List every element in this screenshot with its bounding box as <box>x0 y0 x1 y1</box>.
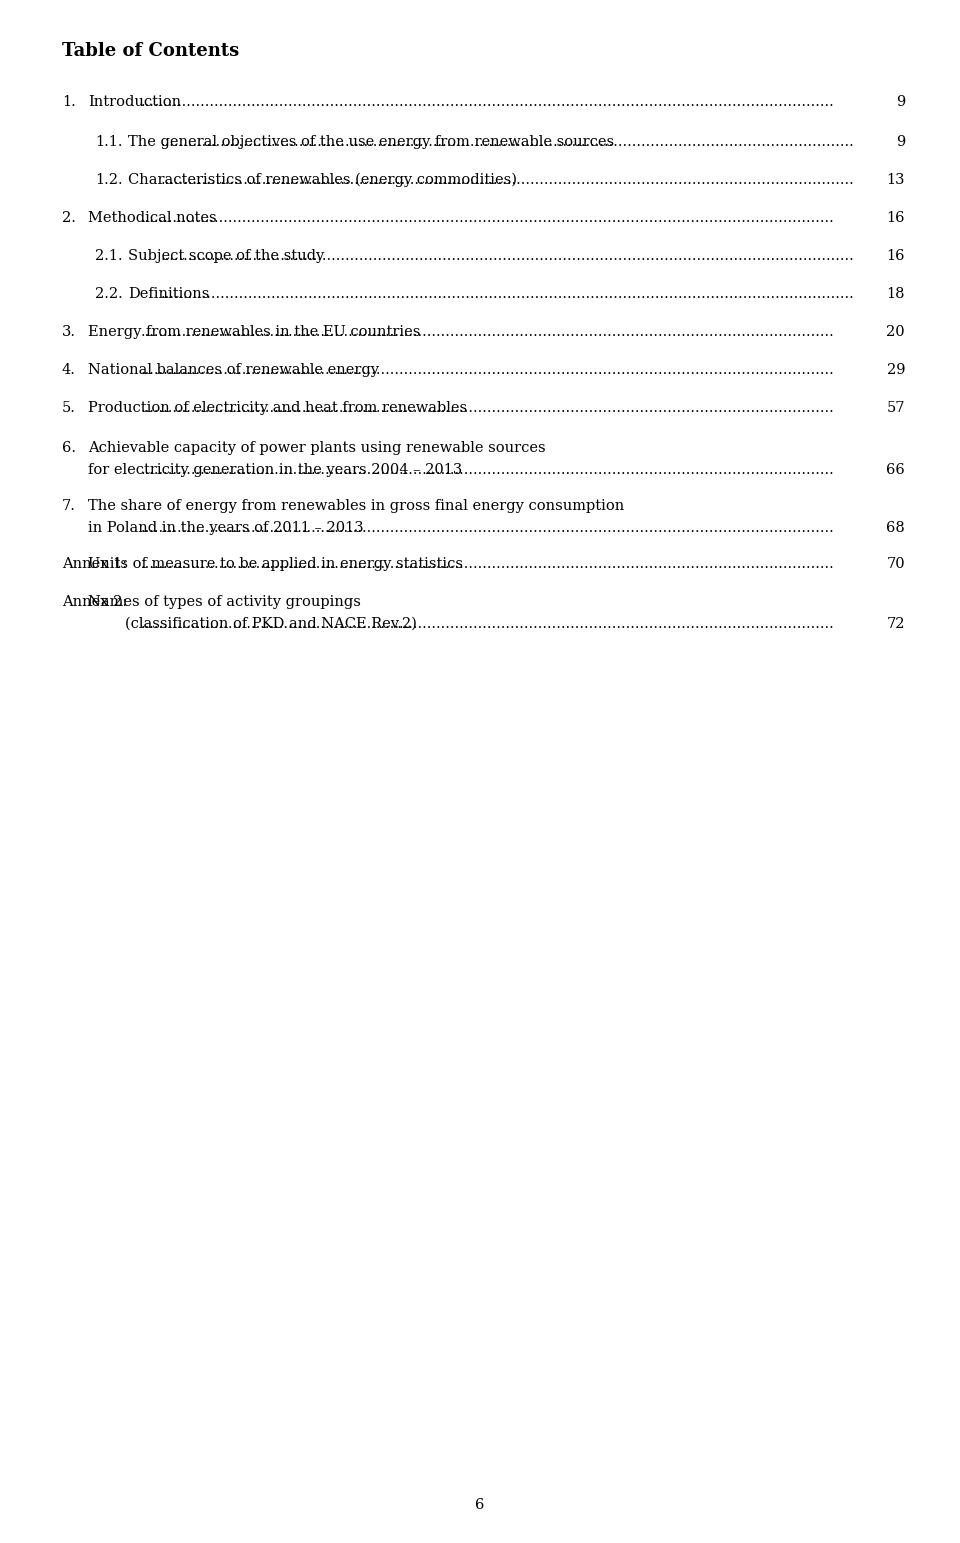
Text: 29: 29 <box>886 363 905 376</box>
Text: 66: 66 <box>886 463 905 477</box>
Text: Subject scope of the study: Subject scope of the study <box>128 248 324 262</box>
Text: 2.: 2. <box>62 211 76 225</box>
Text: (classification of PKD and NACE Rev.2): (classification of PKD and NACE Rev.2) <box>88 617 417 631</box>
Text: 68: 68 <box>886 522 905 535</box>
Text: 6: 6 <box>475 1498 485 1512</box>
Text: 9: 9 <box>896 134 905 150</box>
Text: Methodical notes: Methodical notes <box>88 211 217 225</box>
Text: ................................................................................: ........................................… <box>140 211 834 225</box>
Text: Table of Contents: Table of Contents <box>62 42 239 60</box>
Text: 72: 72 <box>886 617 905 631</box>
Text: 7.: 7. <box>62 498 76 512</box>
Text: 16: 16 <box>886 211 905 225</box>
Text: 13: 13 <box>886 173 905 187</box>
Text: Annex 2:: Annex 2: <box>62 596 128 609</box>
Text: 70: 70 <box>886 557 905 571</box>
Text: 18: 18 <box>886 287 905 301</box>
Text: ................................................................................: ........................................… <box>160 248 854 262</box>
Text: Production of electricity and heat from renewables: Production of electricity and heat from … <box>88 401 468 415</box>
Text: 20: 20 <box>886 326 905 339</box>
Text: 1.1.: 1.1. <box>95 134 123 150</box>
Text: ................................................................................: ........................................… <box>140 522 834 535</box>
Text: 57: 57 <box>886 401 905 415</box>
Text: 5.: 5. <box>62 401 76 415</box>
Text: 3.: 3. <box>62 326 76 339</box>
Text: ................................................................................: ........................................… <box>140 463 834 477</box>
Text: 9: 9 <box>896 96 905 110</box>
Text: Characteristics of renewables (energy commodities): Characteristics of renewables (energy co… <box>128 173 517 187</box>
Text: Achievable capacity of power plants using renewable sources: Achievable capacity of power plants usin… <box>88 441 545 455</box>
Text: 2.1.: 2.1. <box>95 248 123 262</box>
Text: ................................................................................: ........................................… <box>140 617 834 631</box>
Text: ................................................................................: ........................................… <box>160 134 854 150</box>
Text: for electricity generation in the years 2004 – 2013: for electricity generation in the years … <box>88 463 463 477</box>
Text: in Poland in the years of 2011 – 2013: in Poland in the years of 2011 – 2013 <box>88 522 364 535</box>
Text: Units of measure to be applied in energy statistics: Units of measure to be applied in energy… <box>88 557 463 571</box>
Text: ................................................................................: ........................................… <box>140 96 834 110</box>
Text: 1.: 1. <box>62 96 76 110</box>
Text: 16: 16 <box>886 248 905 262</box>
Text: Introduction: Introduction <box>88 96 181 110</box>
Text: ................................................................................: ........................................… <box>160 173 854 187</box>
Text: National balances of renewable energy: National balances of renewable energy <box>88 363 379 376</box>
Text: Energy from renewables in the EU countries: Energy from renewables in the EU countri… <box>88 326 420 339</box>
Text: 6.: 6. <box>62 441 76 455</box>
Text: ................................................................................: ........................................… <box>160 287 854 301</box>
Text: ................................................................................: ........................................… <box>140 326 834 339</box>
Text: ................................................................................: ........................................… <box>140 363 834 376</box>
Text: Names of types of activity groupings: Names of types of activity groupings <box>88 596 361 609</box>
Text: ................................................................................: ........................................… <box>140 557 834 571</box>
Text: 4.: 4. <box>62 363 76 376</box>
Text: Definitions: Definitions <box>128 287 209 301</box>
Text: 2.2.: 2.2. <box>95 287 123 301</box>
Text: Annex 1:: Annex 1: <box>62 557 127 571</box>
Text: The general objectives of the use energy from renewable sources: The general objectives of the use energy… <box>128 134 614 150</box>
Text: 1.2.: 1.2. <box>95 173 123 187</box>
Text: The share of energy from renewables in gross final energy consumption: The share of energy from renewables in g… <box>88 498 624 512</box>
Text: ................................................................................: ........................................… <box>140 401 834 415</box>
